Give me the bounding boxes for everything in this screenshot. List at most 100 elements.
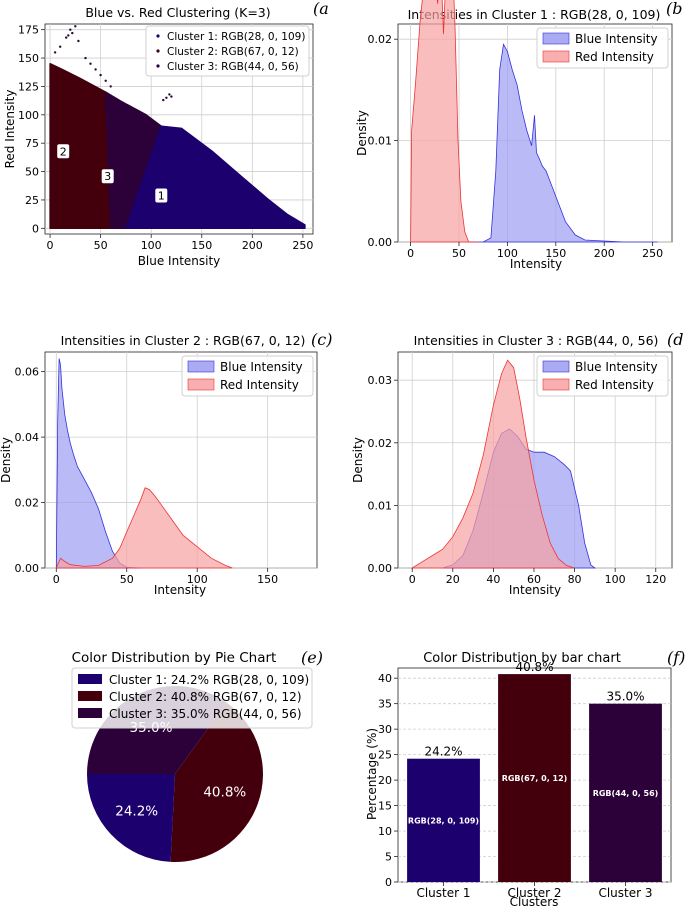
scatter-point <box>71 32 73 34</box>
b-ytick-label: 0.01 <box>368 135 393 148</box>
panel-a-title: Blue vs. Red Clustering (K=3) <box>85 5 270 20</box>
panel-a-xlabel: Blue Intensity <box>138 254 221 268</box>
panel-e: Color Distribution by Pie Chart (e) 24.2… <box>72 648 323 862</box>
a-xtick-label: 0 <box>47 239 54 252</box>
a-ytick-label: 0 <box>32 222 39 235</box>
c-ytick-label: 0.04 <box>15 431 40 444</box>
panel-a-legend-label: Cluster 2: RGB(67, 0, 12) <box>167 46 299 58</box>
scatter-point <box>59 46 61 48</box>
b-legend-label: Red Intensity <box>575 50 654 64</box>
f-ytick-label: 0 <box>385 876 392 889</box>
scatter-point <box>74 25 76 27</box>
f-ytick-label: 30 <box>378 723 392 736</box>
d-ytick-label: 0.00 <box>368 562 393 575</box>
panel-d-xlabel: Intensity <box>509 583 561 597</box>
panel-d-legend: Blue IntensityRed Intensity <box>537 356 668 396</box>
a-xtick-label: 250 <box>292 239 313 252</box>
panel-e-legend-label: Cluster 1: 24.2% RGB(28, 0, 109) <box>109 673 309 687</box>
c-legend-swatch <box>188 361 214 372</box>
panel-a-legend: Cluster 1: RGB(28, 0, 109) Cluster 2: RGB… <box>146 26 309 76</box>
f-xtick-label: Cluster 1 <box>416 886 470 900</box>
panel-f-tag: (f) <box>667 648 685 667</box>
scatter-point <box>94 68 96 70</box>
panel-d-tag: (d <box>667 330 683 349</box>
a-xtick-label: 150 <box>191 239 212 252</box>
a-ytick-label: 150 <box>18 52 39 65</box>
a-xtick-label: 200 <box>242 239 263 252</box>
d-xtick-label: 80 <box>568 573 582 586</box>
panel-e-legend-label: Cluster 2: 40.8% RGB(67, 0, 12) <box>109 690 302 704</box>
scatter-point <box>162 99 164 101</box>
d-xtick-label: 120 <box>645 573 666 586</box>
panel-a: Blue vs. Red Clustering (K=3) (a 2 3 1 0 50… <box>3 0 329 268</box>
b-xtick-label: 0 <box>407 247 414 260</box>
panel-e-tag: (e) <box>301 648 323 667</box>
scatter-point <box>54 51 56 53</box>
a-ytick-label: 50 <box>25 166 39 179</box>
scatter-point <box>170 95 172 97</box>
panel-f-xlabel: Clusters <box>510 895 559 909</box>
scatter-point <box>99 74 101 76</box>
a-xtick-label: 50 <box>94 239 108 252</box>
d-legend-label: Blue Intensity <box>575 360 658 374</box>
panel-a-legend-label: Cluster 1: RGB(28, 0, 109) <box>167 31 305 43</box>
cluster-label: 1 <box>158 190 165 203</box>
scatter-point <box>165 97 167 99</box>
scatter-point <box>77 40 79 42</box>
a-ytick-label: 75 <box>25 137 39 150</box>
f-ytick-label: 25 <box>378 749 392 762</box>
pie-slice-label: 40.8% <box>203 785 246 801</box>
d-ytick-label: 0.03 <box>368 374 393 387</box>
d-xtick-label: 20 <box>446 573 460 586</box>
d-ytick-label: 0.01 <box>368 499 393 512</box>
f-ytick-label: 20 <box>378 774 392 787</box>
bar-inner-label: RGB(28, 0, 109) <box>408 816 479 825</box>
cluster-label: 2 <box>60 145 67 158</box>
c-ytick-label: 0.00 <box>15 562 40 575</box>
b-ytick-label: 0.02 <box>368 33 393 46</box>
f-ytick-label: 15 <box>378 800 392 813</box>
panel-e-legend-swatch <box>78 708 102 718</box>
f-ytick-label: 5 <box>385 851 392 864</box>
panel-a-tag: (a <box>313 0 329 18</box>
c-legend-label: Red Intensity <box>220 378 299 392</box>
b-xtick-label: 250 <box>642 247 663 260</box>
panel-c-ylabel: Density <box>0 437 13 483</box>
panel-c-tag: (c) <box>311 330 332 349</box>
panel-e-legend-swatch <box>78 674 102 684</box>
c-legend-swatch <box>188 379 214 390</box>
panel-a-legend-marker <box>156 34 159 37</box>
pie-slice-label: 24.2% <box>115 803 158 819</box>
scatter-point <box>69 29 71 31</box>
a-ytick-label: 125 <box>18 80 39 93</box>
bar-value-label: 40.8% <box>515 660 553 674</box>
b-legend-label: Blue Intensity <box>575 32 658 46</box>
panel-a-legend-label: Cluster 3: RGB(44, 0, 56) <box>167 61 299 73</box>
panel-b: Intensities in Cluster 1 : RGB(28, 0, 10… <box>355 0 682 271</box>
panel-c-title: Intensities in Cluster 2 : RGB(67, 0, 12… <box>61 333 306 348</box>
b-xtick-label: 50 <box>452 247 466 260</box>
panel-a-legend-marker <box>156 49 159 52</box>
c-ytick-label: 0.02 <box>15 497 40 510</box>
d-xtick-label: 100 <box>605 573 626 586</box>
scatter-point <box>168 93 170 95</box>
d-xtick-label: 0 <box>409 573 416 586</box>
cluster-label: 3 <box>104 170 111 183</box>
b-ytick-label: 0.00 <box>368 236 393 249</box>
b-legend-swatch <box>543 51 569 62</box>
panel-c: Intensities in Cluster 2 : RGB(67, 0, 12… <box>0 330 332 597</box>
bar-inner-label: RGB(67, 0, 12) <box>502 774 568 783</box>
f-xtick-label: Cluster 3 <box>598 886 652 900</box>
scatter-point <box>89 63 91 65</box>
panel-a-ylabel: Red Intensity <box>3 90 17 169</box>
d-legend-swatch <box>543 379 569 390</box>
c-xtick-label: 50 <box>120 573 134 586</box>
bar-inner-label: RGB(44, 0, 56) <box>593 789 659 798</box>
a-ytick-label: 100 <box>18 109 39 122</box>
d-legend-swatch <box>543 361 569 372</box>
f-ytick-label: 10 <box>378 825 392 838</box>
a-ytick-label: 25 <box>25 194 39 207</box>
scatter-point <box>105 80 107 82</box>
panel-e-legend-label: Cluster 3: 35.0% RGB(44, 0, 56) <box>109 707 302 721</box>
d-ytick-label: 0.02 <box>368 437 393 450</box>
